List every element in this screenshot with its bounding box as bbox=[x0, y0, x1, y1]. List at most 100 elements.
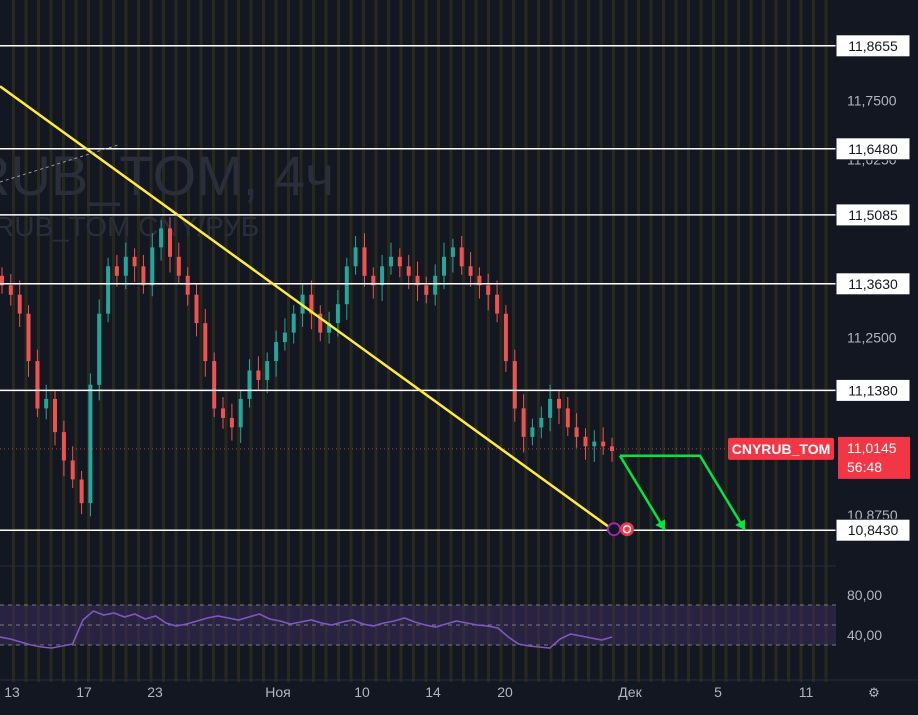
vertical-stripe-55 bbox=[699, 0, 703, 682]
candle-body-40 bbox=[353, 247, 358, 267]
candle-body-28 bbox=[247, 370, 252, 399]
candle-body-49 bbox=[433, 275, 438, 295]
vertical-stripe-60 bbox=[762, 0, 765, 682]
vertical-stripe-11 bbox=[149, 0, 153, 682]
candle-body-62 bbox=[548, 398, 553, 418]
candle-body-0 bbox=[0, 275, 4, 286]
watermark: RUB_TOM, 4ч RUB_TOM CNY/РУБ bbox=[0, 144, 334, 242]
time-tick-4: 10 bbox=[354, 684, 370, 700]
vertical-stripe-25 bbox=[324, 0, 328, 682]
horizontal-levels[interactable]: 11,8655 11,6480 11,5085 11,3630 11,1380 10,84… bbox=[0, 34, 911, 542]
vertical-stripe-12 bbox=[162, 0, 165, 682]
candle-body-8 bbox=[70, 460, 75, 480]
candle-body-21 bbox=[185, 275, 190, 295]
price-tick-4: 11,2500 bbox=[847, 329, 897, 345]
level-label-box-0 bbox=[835, 34, 911, 58]
vertical-stripe-48 bbox=[612, 0, 615, 682]
vertical-stripe-28 bbox=[362, 0, 365, 682]
candle-body-56 bbox=[495, 294, 500, 314]
vertical-stripe-59 bbox=[749, 0, 753, 682]
trendline-group[interactable] bbox=[0, 85, 634, 537]
candle-body-36 bbox=[318, 313, 323, 333]
watermark-description: RUB_TOM CNY/РУБ bbox=[0, 211, 259, 242]
alert-icon-active bbox=[620, 522, 634, 537]
vertical-stripe-3 bbox=[49, 0, 53, 682]
candle-body-41 bbox=[362, 247, 367, 276]
candle-body-14 bbox=[123, 256, 128, 276]
candle-body-50 bbox=[442, 256, 446, 276]
vertical-stripe-64 bbox=[812, 0, 815, 682]
time-tick-2: 23 bbox=[147, 684, 163, 700]
time-tick-9: 11 bbox=[799, 684, 814, 700]
level-label-box-2 bbox=[835, 203, 911, 227]
vertical-stripe-54 bbox=[687, 0, 690, 682]
candle-body-1 bbox=[8, 285, 13, 295]
vertical-stripe-38 bbox=[487, 0, 490, 682]
vertical-stripe-19 bbox=[249, 0, 253, 682]
vertical-stripe-56 bbox=[712, 0, 715, 682]
price-badge-countdown: 56:48 bbox=[847, 459, 882, 475]
vertical-stripes bbox=[12, 0, 828, 682]
candle-body-18 bbox=[159, 228, 164, 248]
projection-arrowhead-right bbox=[735, 519, 745, 531]
candle-body-66 bbox=[583, 436, 588, 447]
time-tick-5: 14 bbox=[425, 684, 441, 700]
vertical-stripe-29 bbox=[374, 0, 378, 682]
candle-body-20 bbox=[176, 256, 181, 276]
settings-gear-icon[interactable]: ⚙ bbox=[868, 685, 880, 700]
candle-body-7 bbox=[61, 432, 66, 461]
vertical-stripe-20 bbox=[262, 0, 265, 682]
vertical-stripe-52 bbox=[662, 0, 665, 682]
projection-arrows[interactable] bbox=[618, 454, 747, 531]
projection-arrow-path-left bbox=[618, 455, 667, 531]
rsi-label-upper: 80,00 bbox=[847, 587, 882, 603]
level-label-box-5 bbox=[835, 518, 911, 542]
vertical-stripe-47 bbox=[599, 0, 603, 682]
vertical-stripe-10 bbox=[137, 0, 140, 682]
vertical-stripe-4 bbox=[62, 0, 65, 682]
candle-body-51 bbox=[450, 247, 455, 257]
level-label-box-4 bbox=[835, 378, 911, 402]
level-label-0: 11,8655 bbox=[848, 38, 898, 54]
vertical-stripe-5 bbox=[74, 0, 78, 682]
vertical-stripe-41 bbox=[524, 0, 528, 682]
candle-body-65 bbox=[574, 427, 579, 437]
rsi-label-lower: 40,00 bbox=[847, 627, 882, 643]
time-tick-3: Ноя bbox=[265, 684, 290, 700]
candle-body-9 bbox=[79, 479, 84, 504]
candle-body-31 bbox=[274, 342, 279, 361]
candle-body-5 bbox=[44, 398, 49, 409]
candle-body-68 bbox=[601, 441, 606, 447]
vertical-stripe-58 bbox=[737, 0, 740, 682]
dashed-trendline bbox=[0, 144, 119, 183]
candle-body-22 bbox=[194, 294, 199, 324]
vertical-stripe-42 bbox=[537, 0, 540, 682]
last-price-badge: CNYRUB_TOM 11,0145 56:48 bbox=[728, 436, 910, 479]
candle-body-11 bbox=[97, 313, 102, 385]
vertical-stripe-44 bbox=[562, 0, 565, 682]
candle-body-10 bbox=[88, 384, 93, 504]
candle-body-4 bbox=[35, 361, 40, 409]
candle-body-13 bbox=[114, 266, 119, 276]
candle-body-16 bbox=[141, 266, 146, 286]
vertical-stripe-14 bbox=[187, 0, 190, 682]
projection-arrow-path-right bbox=[620, 454, 747, 531]
candle-body-44 bbox=[389, 256, 393, 267]
projection-arrowhead-left bbox=[655, 519, 665, 531]
price-badge-box bbox=[838, 436, 910, 479]
candle-body-42 bbox=[371, 275, 376, 286]
candle-body-6 bbox=[53, 398, 57, 433]
candle-body-57 bbox=[503, 313, 508, 362]
vertical-stripe-62 bbox=[787, 0, 790, 682]
alert-icon bbox=[607, 522, 621, 537]
vertical-stripe-9 bbox=[124, 0, 128, 682]
vertical-stripe-45 bbox=[574, 0, 578, 682]
vertical-stripe-35 bbox=[449, 0, 453, 682]
vertical-stripe-22 bbox=[287, 0, 290, 682]
candle-body-38 bbox=[335, 304, 340, 324]
vertical-stripe-18 bbox=[237, 0, 240, 682]
candle-body-64 bbox=[565, 408, 570, 428]
candle-body-55 bbox=[486, 285, 491, 295]
